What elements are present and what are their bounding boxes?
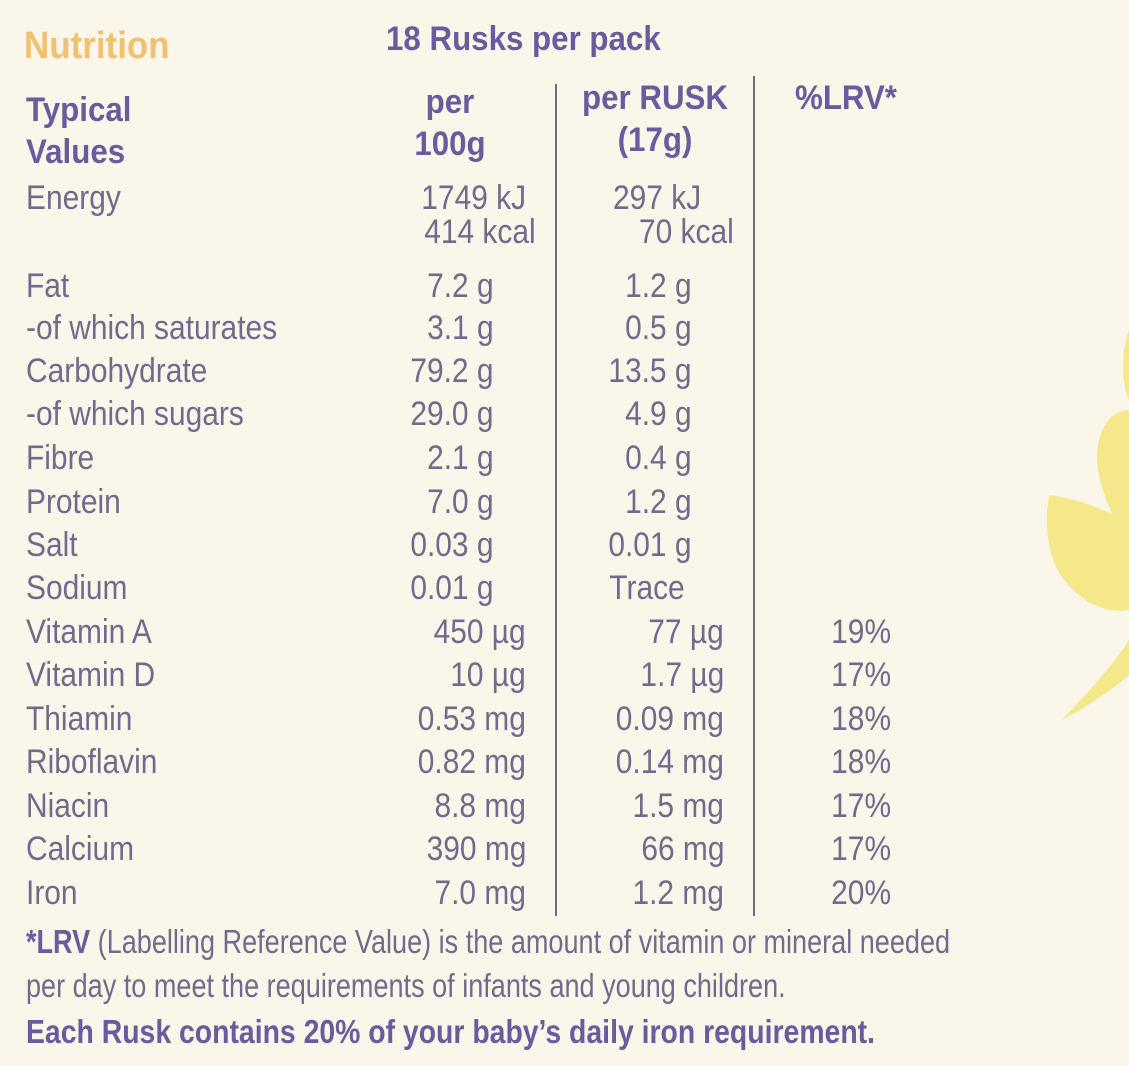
header-typical-values: Typical Values [26,91,132,171]
table-row: Energy 1749 kJ 297 kJ [26,179,701,217]
table-row: Vitamin A 450 µg 77 µg 19% [26,613,891,651]
table-row: -of which saturates 3.1 g 0.5 g [26,309,692,347]
header-per-100g: per 100g [414,83,486,163]
table-row: Carbohydrate 79.2 g 13.5 g [26,352,692,390]
lrv-footnote-line1: *LRV (Labelling Reference Value) is the … [26,923,951,960]
table-row: 414 kcal 70 kcal [424,213,734,251]
table-row: Vitamin D 10 µg 1.7 µg 17% [26,656,891,694]
table-row: Sodium 0.01 g Trace [26,569,685,607]
table-row: Niacin 8.8 mg 1.5 mg 17% [26,787,891,825]
column-divider-2 [753,76,755,916]
iron-claim: Each Rusk contains 20% of your baby’s da… [26,1013,876,1050]
table-row: Fat 7.2 g 1.2 g [26,267,692,305]
table-row: Protein 7.0 g 1.2 g [26,483,692,521]
header-lrv: %LRV* [795,79,897,117]
table-row: Thiamin 0.53 mg 0.09 mg 18% [26,700,891,738]
column-divider-1 [555,84,557,916]
lrv-footnote-line2: per day to meet the requirements of infa… [26,967,786,1004]
table-row: Iron 7.0 mg 1.2 mg 20% [26,874,891,912]
lrv-abbreviation: *LRV [26,923,91,960]
header-per-rusk: per RUSK (17g) [581,79,728,159]
table-row: -of which sugars 29.0 g 4.9 g [26,395,692,433]
nutrition-title: Nutrition [24,25,170,67]
pack-info: 18 Rusks per pack [386,20,661,58]
table-row: Fibre 2.1 g 0.4 g [26,439,692,477]
table-row: Calcium 390 mg 66 mg 17% [26,830,891,868]
table-row: Riboflavin 0.82 mg 0.14 mg 18% [26,743,891,781]
table-row: Salt 0.03 g 0.01 g [26,526,692,564]
